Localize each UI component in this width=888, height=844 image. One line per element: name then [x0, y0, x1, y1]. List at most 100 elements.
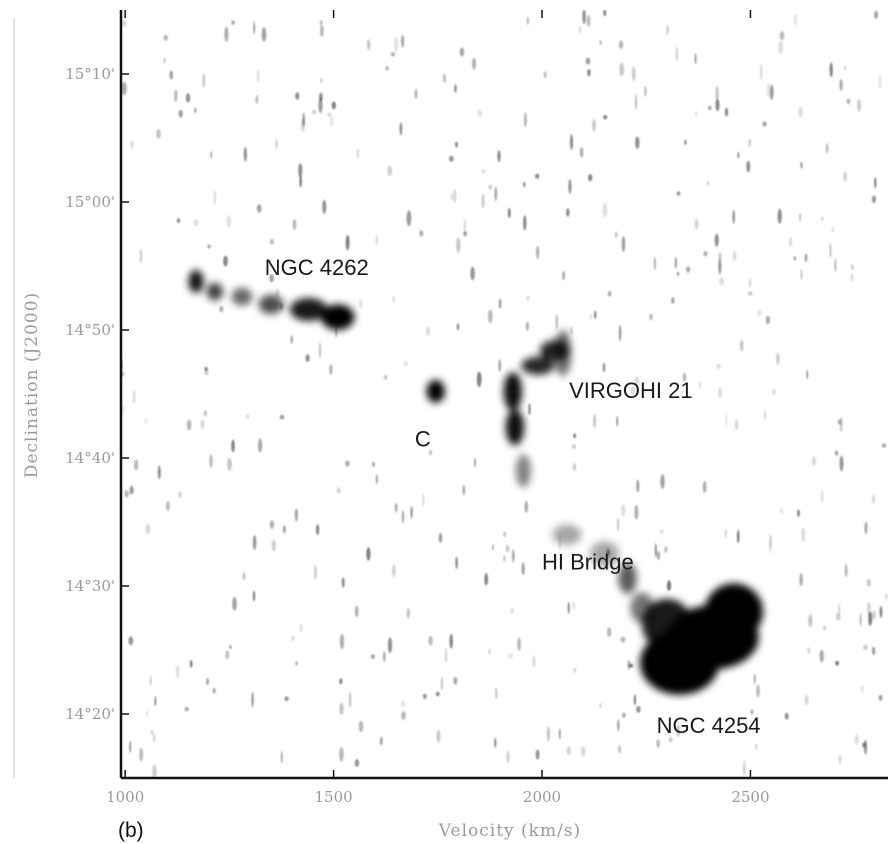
- noise-speck: [295, 92, 300, 100]
- noise-speck: [193, 219, 199, 227]
- noise-speck: [779, 30, 785, 41]
- noise-speck: [122, 405, 125, 415]
- noise-speck: [532, 655, 536, 668]
- noise-speck: [804, 253, 808, 262]
- noise-speck: [269, 274, 274, 283]
- noise-speck: [878, 694, 883, 701]
- noise-speck: [370, 654, 375, 660]
- noise-speck: [178, 109, 183, 118]
- noise-speck: [578, 25, 582, 34]
- noise-speck: [778, 41, 784, 54]
- noise-layer: [121, 10, 888, 778]
- noise-speck: [762, 121, 767, 127]
- noise-speck: [706, 180, 709, 186]
- noise-speck: [603, 10, 607, 17]
- noise-speck: [854, 734, 859, 745]
- noise-speck: [231, 439, 235, 453]
- noise-speck: [568, 179, 572, 194]
- noise-speck: [748, 291, 753, 296]
- noise-speck: [494, 737, 497, 748]
- noise-speck: [481, 169, 486, 174]
- y-tick-label: 14°20': [65, 705, 115, 723]
- noise-speck: [345, 235, 350, 251]
- noise-speck: [176, 218, 181, 224]
- noise-speck: [871, 195, 877, 204]
- noise-speck: [449, 155, 454, 162]
- noise-speck: [372, 461, 375, 467]
- noise-speck: [318, 97, 323, 113]
- noise-speck: [212, 687, 216, 694]
- noise-speck: [666, 25, 669, 35]
- noise-speck: [579, 147, 584, 158]
- noise-speck: [851, 264, 854, 271]
- noise-speck: [656, 551, 661, 561]
- noise-speck: [477, 109, 482, 117]
- noise-speck: [256, 69, 260, 83]
- annotation-label: C: [415, 427, 431, 452]
- noise-speck: [204, 366, 208, 371]
- noise-speck: [498, 298, 502, 309]
- noise-speck: [359, 299, 363, 309]
- emission-blob: [618, 562, 637, 594]
- noise-speck: [253, 21, 256, 35]
- noise-speck: [406, 210, 412, 227]
- noise-speck: [587, 69, 591, 77]
- noise-speck: [399, 122, 403, 136]
- noise-speck: [299, 623, 303, 633]
- noise-speck: [375, 234, 378, 246]
- noise-speck: [345, 460, 350, 467]
- noise-speck: [635, 93, 637, 110]
- noise-speck: [185, 93, 191, 103]
- noise-speck: [438, 533, 443, 543]
- noise-speck: [383, 374, 388, 380]
- noise-speck: [676, 46, 678, 62]
- noise-speck: [807, 647, 811, 654]
- noise-speck: [392, 564, 396, 577]
- noise-speck: [871, 610, 876, 620]
- noise-speck: [139, 248, 143, 263]
- noise-speck: [739, 340, 744, 352]
- noise-speck: [765, 315, 771, 325]
- noise-speck: [654, 543, 657, 558]
- noise-speck: [508, 653, 513, 659]
- noise-speck: [636, 705, 641, 713]
- noise-speck: [341, 577, 345, 588]
- noise-speck: [632, 66, 636, 81]
- noise-speck: [580, 746, 586, 757]
- noise-speck: [776, 352, 780, 365]
- noise-speck: [698, 380, 702, 390]
- noise-speck: [152, 764, 157, 778]
- x-tick-label: 2000: [523, 788, 561, 806]
- noise-speck: [819, 649, 824, 663]
- noise-speck: [750, 709, 754, 715]
- noise-speck: [649, 313, 653, 321]
- noise-speck: [872, 646, 876, 656]
- noise-speck: [831, 226, 834, 233]
- noise-speck: [618, 325, 622, 341]
- noise-speck: [269, 520, 275, 529]
- noise-speck: [634, 505, 639, 520]
- noise-speck: [797, 509, 800, 517]
- noise-speck: [166, 501, 170, 511]
- noise-speck: [453, 677, 458, 685]
- noise-speck: [169, 70, 173, 80]
- noise-speck: [694, 218, 699, 230]
- y-tick-label: 15°00': [65, 193, 115, 211]
- noise-speck: [859, 613, 862, 627]
- noise-speck: [732, 209, 735, 224]
- noise-speck: [322, 199, 327, 214]
- noise-speck: [861, 685, 864, 693]
- noise-speck: [209, 454, 213, 468]
- annotation-label: VIRGOHI 21: [569, 378, 692, 403]
- noise-speck: [319, 92, 323, 102]
- noise-speck: [767, 83, 771, 98]
- noise-speck: [760, 64, 763, 80]
- noise-speck: [523, 182, 526, 187]
- noise-speck: [753, 673, 756, 685]
- noise-speck: [666, 580, 672, 591]
- emission-blob: [505, 409, 525, 446]
- noise-speck: [528, 403, 531, 416]
- emission-blob: [188, 269, 204, 293]
- noise-speck: [850, 273, 854, 282]
- noise-speck: [312, 110, 317, 115]
